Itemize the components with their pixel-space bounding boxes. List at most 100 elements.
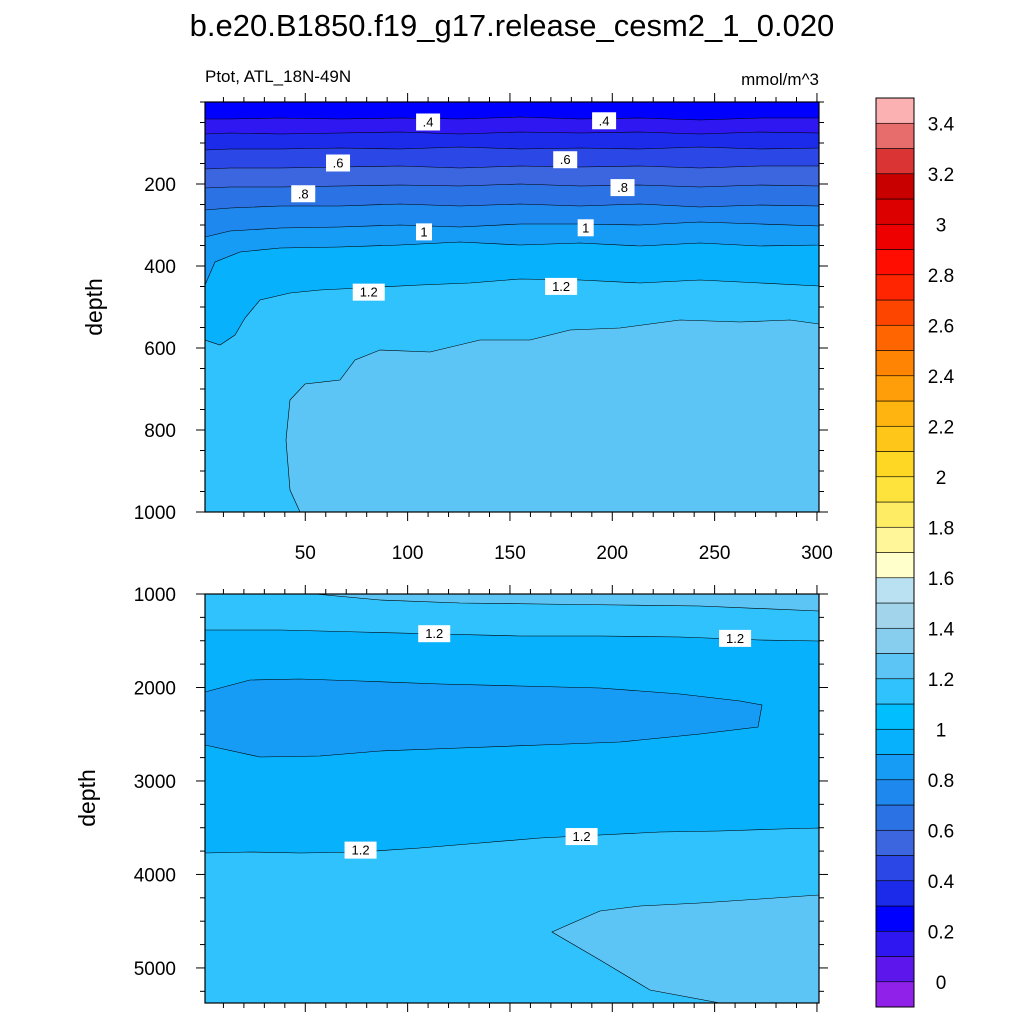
colorbar-swatch [875, 400, 915, 427]
contour-label-box [326, 154, 351, 172]
band-1.0-1.1 [205, 678, 763, 758]
contour-label-text: 1.2 [726, 631, 744, 646]
band-0.2-0.3 [205, 102, 819, 121]
bottom-y-axis-label: depth [74, 769, 100, 827]
contour-label-text: 1.2 [360, 285, 378, 300]
colorbar-swatch [875, 956, 915, 983]
top-x-tick-label: 100 [392, 543, 424, 564]
colorbar-label: 2.4 [928, 367, 955, 388]
colorbar-swatch [875, 97, 915, 124]
colorbar-swatch [875, 804, 915, 831]
top-y-tick-label: 600 [144, 339, 176, 360]
colorbar-swatch [875, 855, 915, 882]
colorbar-label: 1 [936, 720, 947, 741]
top-contour-label: .4 [592, 112, 617, 130]
top-contour-label: 1.2 [545, 277, 578, 295]
bottom-y-tick-label: 1000 [134, 585, 176, 606]
contour-label-text: .6 [560, 152, 571, 167]
contour-label-text: .8 [298, 186, 309, 201]
colorbar-swatch [875, 148, 915, 175]
colorbar-label: 0.2 [928, 922, 954, 943]
band-1.4-1.6 [285, 319, 819, 512]
colorbar-swatch [875, 703, 915, 730]
top-y-tick-label: 400 [144, 257, 176, 278]
top-x-tick-label: 150 [494, 543, 526, 564]
colorbar-swatch [875, 274, 915, 301]
colorbar-frame [875, 97, 915, 1008]
colorbar-swatch [875, 375, 915, 402]
contour-label-text: 1 [582, 220, 589, 235]
colorbar-swatch [875, 324, 915, 351]
colorbar-swatch [875, 223, 915, 250]
colorbar-swatch [875, 981, 915, 1008]
contour-label-box [553, 151, 578, 169]
bottom-y-tick-label: 5000 [134, 959, 176, 980]
contour-label-text: .4 [423, 115, 434, 130]
contour-label-text: .4 [599, 113, 610, 128]
colorbar-swatch [875, 299, 915, 326]
contour-label-box [415, 223, 432, 241]
colorbar-label: 1.2 [928, 670, 954, 691]
colorbar-swatch [875, 728, 915, 755]
colorbar-swatch [875, 905, 915, 932]
colorbar-swatch [875, 526, 915, 553]
colorbar-swatch [875, 754, 915, 781]
band-1.4-deep-bottom [551, 894, 819, 1003]
top-x-tick-label: 50 [295, 543, 316, 564]
colorbar-label: 2.8 [928, 266, 954, 287]
top-contour-label: 1 [415, 223, 432, 241]
colorbar-label: 1.6 [928, 569, 954, 590]
colorbar-swatch [875, 829, 915, 856]
chart-title: b.e20.B1850.f19_g17.release_cesm2_1_0.02… [190, 8, 835, 43]
colorbar-label: 3.2 [928, 165, 954, 186]
contour-label-text: .8 [617, 180, 628, 195]
colorbar-swatch [875, 173, 915, 200]
contour-label-box [416, 113, 441, 131]
colorbar-swatch [875, 930, 915, 957]
contour-label-box [344, 841, 377, 859]
contour-label-text: 1 [420, 224, 427, 239]
contour-label-text: 1.2 [425, 626, 443, 641]
band-1.2-1.4-top [205, 594, 819, 642]
bottom-contour-label: 1.2 [418, 625, 451, 643]
contour-label-box [418, 625, 451, 643]
lower-depth-panel: 1.2 1.2 1.2 1.2 1000 2000 3000 4000 5000 depth [74, 585, 828, 1012]
colorbar-swatch [875, 653, 915, 680]
bottom-contour-label: 1.2 [719, 629, 752, 647]
colorbar-swatch [875, 880, 915, 907]
colorbar-swatch [875, 779, 915, 806]
contour-label-box [352, 283, 385, 301]
colorbar-swatch [875, 425, 915, 452]
colorbar-swatch [875, 602, 915, 629]
top-x-tick-label: 200 [596, 543, 628, 564]
contour-label-text: 1.2 [352, 843, 370, 858]
contour-label-box [592, 112, 617, 130]
colorbar-label: 0.8 [928, 771, 954, 792]
bottom-y-tick-label: 3000 [134, 772, 176, 793]
colorbar-swatch [875, 678, 915, 705]
top-contour-label: .8 [610, 179, 635, 197]
colorbar-swatch [875, 198, 915, 225]
colorbar-label: 0.6 [928, 821, 954, 842]
colorbar-label: 1.4 [928, 619, 955, 640]
colorbar-label: 3.4 [928, 114, 955, 135]
top-contour-label: .6 [326, 154, 351, 172]
colorbar: 0 0.2 0.4 0.6 0.8 1 1.2 1.4 1.6 1.8 2 2.2 2.4 2.6 2.8 3… [875, 97, 955, 1008]
colorbar-label: 2.6 [928, 316, 954, 337]
top-y-axis-label: depth [81, 278, 107, 336]
top-contour-label: .4 [416, 113, 441, 131]
upper-depth-panel: .4 .4 .6 .6 .8 .8 1 1 1.2 1.2 50 100 150 200 250 300 20… [81, 93, 833, 564]
colorbar-swatch [875, 501, 915, 528]
contour-label-box [291, 185, 316, 203]
top-y-tick-label: 1000 [134, 503, 176, 524]
bottom-contour-label: 1.2 [344, 841, 377, 859]
bottom-plot-frame [204, 593, 820, 1004]
colorbar-swatch [875, 249, 915, 276]
colorbar-label: 2 [936, 468, 947, 489]
top-contour-label: 1 [577, 219, 594, 237]
units-label: mmol/m^3 [741, 70, 819, 89]
top-contour-label: 1.2 [352, 283, 385, 301]
colorbar-swatch [875, 627, 915, 654]
contour-label-text: .6 [333, 156, 344, 171]
contour-label-box [565, 828, 598, 846]
